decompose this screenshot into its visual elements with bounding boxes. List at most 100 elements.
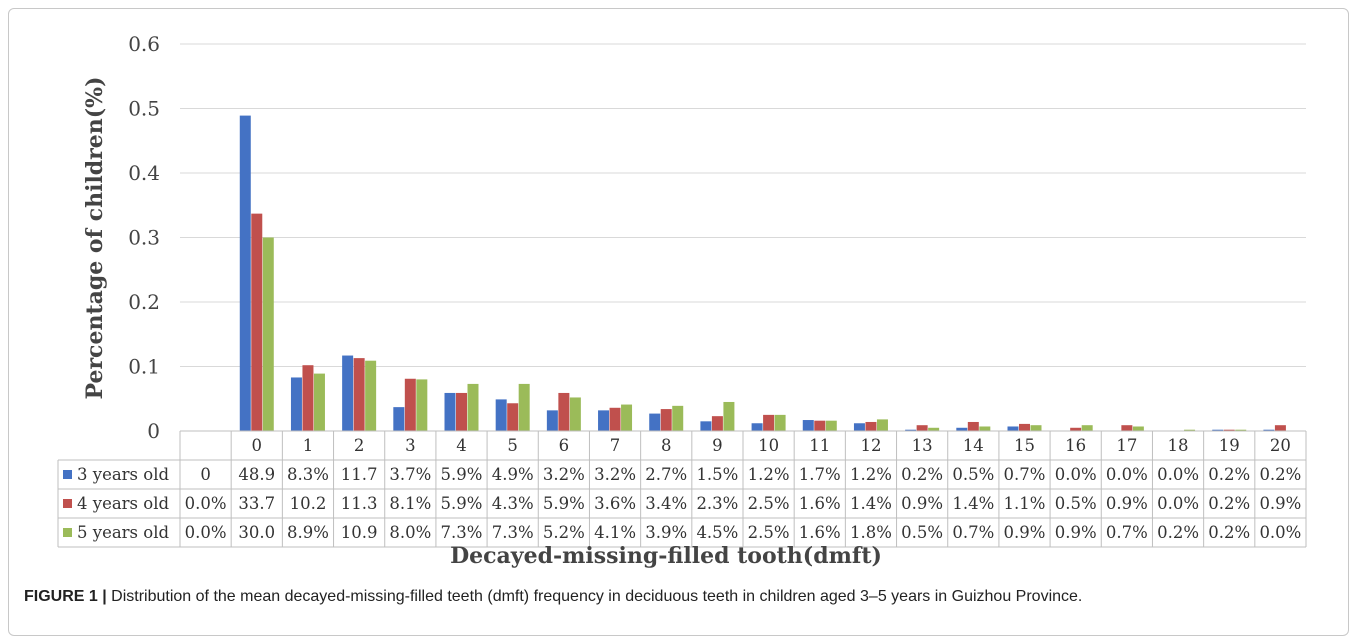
data-label: 0.5% bbox=[901, 523, 943, 542]
bar-5-years-old-7 bbox=[621, 404, 633, 431]
caption-label: FIGURE 1 | bbox=[24, 588, 107, 605]
data-label: 4.9% bbox=[492, 465, 534, 484]
bar-4-years-old-4 bbox=[456, 392, 467, 431]
data-label: 0.7% bbox=[1004, 465, 1046, 484]
data-label: 4.3% bbox=[492, 494, 534, 513]
data-label: 1.2% bbox=[748, 465, 790, 484]
bar-4-years-old-15 bbox=[1019, 423, 1030, 431]
x-tick-label: 0 bbox=[252, 436, 263, 455]
bar-5-years-old-13 bbox=[928, 427, 940, 431]
bar-4-years-old-2 bbox=[353, 358, 365, 431]
x-tick-label: 16 bbox=[1065, 436, 1086, 455]
data-label: 8.3% bbox=[287, 465, 329, 484]
bar-4-years-old-10 bbox=[763, 414, 775, 431]
bar-5-years-old-9 bbox=[723, 401, 735, 431]
data-label: 3.4% bbox=[645, 494, 687, 513]
x-tick-label: 4 bbox=[456, 436, 467, 455]
bar-4-years-old-19 bbox=[1223, 429, 1235, 431]
data-label: 0.0% bbox=[1055, 465, 1097, 484]
bar-4-years-old-16 bbox=[1070, 427, 1082, 431]
data-label: 0.9% bbox=[1055, 523, 1097, 542]
data-label: 2.5% bbox=[748, 523, 790, 542]
data-label: 7.3% bbox=[441, 523, 483, 542]
bar-5-years-old-10 bbox=[774, 414, 786, 431]
bar-4-years-old-13 bbox=[916, 425, 928, 431]
bar-3-years-old-14 bbox=[956, 427, 968, 431]
data-label: 0.2% bbox=[1208, 523, 1250, 542]
data-label: 1.5% bbox=[696, 465, 738, 484]
bar-5-years-old-12 bbox=[876, 419, 888, 431]
bar-5-years-old-8 bbox=[672, 405, 684, 431]
data-label: 0.0% bbox=[1106, 465, 1148, 484]
bar-4-years-old-20 bbox=[1274, 425, 1286, 431]
x-tick-label: 7 bbox=[610, 436, 621, 455]
bar-3-years-old-3 bbox=[393, 407, 405, 431]
x-tick-label: 2 bbox=[354, 436, 365, 455]
bar-3-years-old-19 bbox=[1212, 429, 1224, 431]
bar-4-years-old-11 bbox=[814, 420, 826, 431]
bar-3-years-old-20 bbox=[1263, 429, 1275, 431]
bar-3-years-old-8 bbox=[649, 413, 661, 431]
data-label: 4.1% bbox=[594, 523, 636, 542]
y-tick-label: 0.6 bbox=[128, 32, 160, 56]
bar-3-years-old-0 bbox=[239, 115, 251, 431]
data-label: 3.2% bbox=[594, 465, 636, 484]
y-tick-label: 0.3 bbox=[128, 226, 160, 250]
data-label: 0.9% bbox=[901, 494, 943, 513]
bar-4-years-old-9 bbox=[711, 416, 723, 431]
bar-5-years-old-3 bbox=[416, 379, 428, 431]
bar-4-years-old-17 bbox=[1121, 425, 1133, 431]
x-tick-label: 3 bbox=[405, 436, 416, 455]
bar-5-years-old-11 bbox=[825, 420, 837, 431]
legend-swatch bbox=[63, 528, 72, 537]
y-tick-label: 0 bbox=[147, 419, 160, 443]
bar-3-years-old-7 bbox=[598, 410, 610, 431]
bar-3-years-old-1 bbox=[290, 377, 302, 431]
y-axis-label: Percentage of children(%) bbox=[82, 77, 108, 400]
data-label: 11.7 bbox=[341, 465, 378, 484]
bar-3-years-old-10 bbox=[751, 423, 763, 431]
data-label: 1.4% bbox=[952, 494, 994, 513]
bar-5-years-old-0 bbox=[262, 237, 274, 431]
figure-caption: FIGURE 1 | Distribution of the mean deca… bbox=[24, 588, 1324, 606]
x-tick-label: 20 bbox=[1270, 436, 1291, 455]
data-label: 10.9 bbox=[341, 523, 378, 542]
data-label: 0.2% bbox=[1259, 465, 1301, 484]
data-label: 8.0% bbox=[389, 523, 431, 542]
data-label: 5.9% bbox=[543, 494, 585, 513]
bar-5-years-old-2 bbox=[365, 360, 377, 431]
bar-5-years-old-14 bbox=[979, 426, 991, 431]
bar-3-years-old-4 bbox=[444, 392, 456, 431]
bar-5-years-old-4 bbox=[467, 383, 479, 431]
data-label: 1.2% bbox=[850, 465, 892, 484]
data-label: 0.9% bbox=[1004, 523, 1046, 542]
x-tick-label: 10 bbox=[758, 436, 779, 455]
data-label: 3.7% bbox=[389, 465, 431, 484]
data-label: 0 bbox=[200, 465, 211, 484]
data-label: 0.9% bbox=[1259, 494, 1301, 513]
bar-4-years-old-5 bbox=[507, 403, 519, 431]
chart: 0 0.1 0.2 0.3 0.4 0.5 0.6 Percentage of childre… bbox=[57, 32, 1307, 569]
bar-5-years-old-16 bbox=[1081, 425, 1093, 431]
data-label: 2.7% bbox=[645, 465, 687, 484]
bar-3-years-old-5 bbox=[495, 399, 507, 431]
data-label: 1.4% bbox=[850, 494, 892, 513]
data-label: 1.6% bbox=[799, 494, 841, 513]
data-label: 3.2% bbox=[543, 465, 585, 484]
x-tick-label: 9 bbox=[712, 436, 723, 455]
data-label: 0.0% bbox=[1157, 494, 1199, 513]
legend-swatch bbox=[63, 499, 72, 508]
data-label: 0.2% bbox=[901, 465, 943, 484]
data-label: 0.0% bbox=[1259, 523, 1301, 542]
x-tick-label: 12 bbox=[860, 436, 881, 455]
y-tick-label: 0.4 bbox=[128, 161, 160, 185]
bar-4-years-old-6 bbox=[558, 392, 570, 431]
data-label: 0.2% bbox=[1208, 494, 1250, 513]
bar-4-years-old-0 bbox=[251, 213, 263, 431]
x-tick-label: 14 bbox=[963, 436, 984, 455]
bar-3-years-old-15 bbox=[1007, 426, 1019, 431]
legend-swatch bbox=[63, 470, 72, 479]
data-label: 0.0% bbox=[185, 523, 227, 542]
bar-3-years-old-6 bbox=[546, 410, 558, 431]
data-label: 0.5% bbox=[952, 465, 994, 484]
